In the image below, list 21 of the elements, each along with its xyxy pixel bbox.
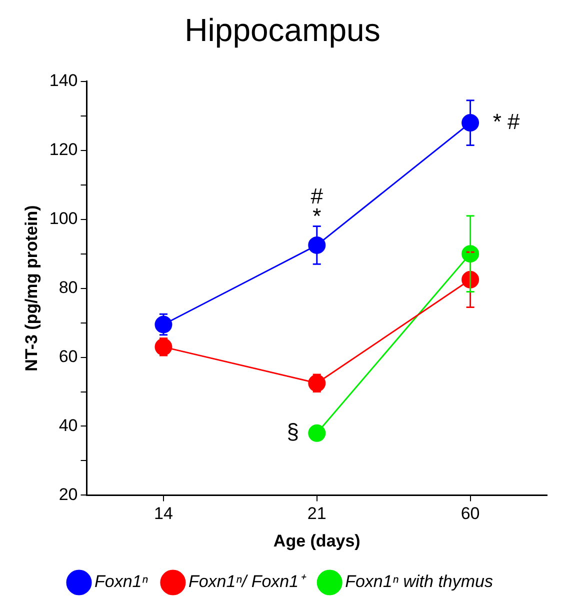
y-axis-title: NT-3 (pg/mg protein) [22,205,41,372]
legend-label: Foxn1ⁿ/ Foxn1⁺ [188,572,307,592]
legend-label: Foxn1ⁿ with thymus [345,572,494,592]
x-tick-label: 14 [154,504,173,524]
x-tick-label: 60 [460,504,480,524]
y-tick-label: 140 [49,71,78,90]
point [462,114,480,132]
chart-title: Hippocampus [184,12,380,48]
y-tick-label: 100 [49,209,78,228]
y-tick-label: 80 [58,278,78,297]
y-tick-label: 40 [58,416,78,435]
x-axis-title: Age (days) [273,531,360,550]
point [308,236,326,254]
y-tick-label: 120 [49,140,78,160]
legend-label: Foxn1ⁿ [94,572,148,592]
x-tick-label: 21 [307,504,326,524]
y-tick-label: 60 [58,346,78,366]
annotation: * # [492,108,521,134]
annotation: § [286,419,300,444]
y-tick-label: 20 [58,484,78,504]
point [308,424,326,442]
